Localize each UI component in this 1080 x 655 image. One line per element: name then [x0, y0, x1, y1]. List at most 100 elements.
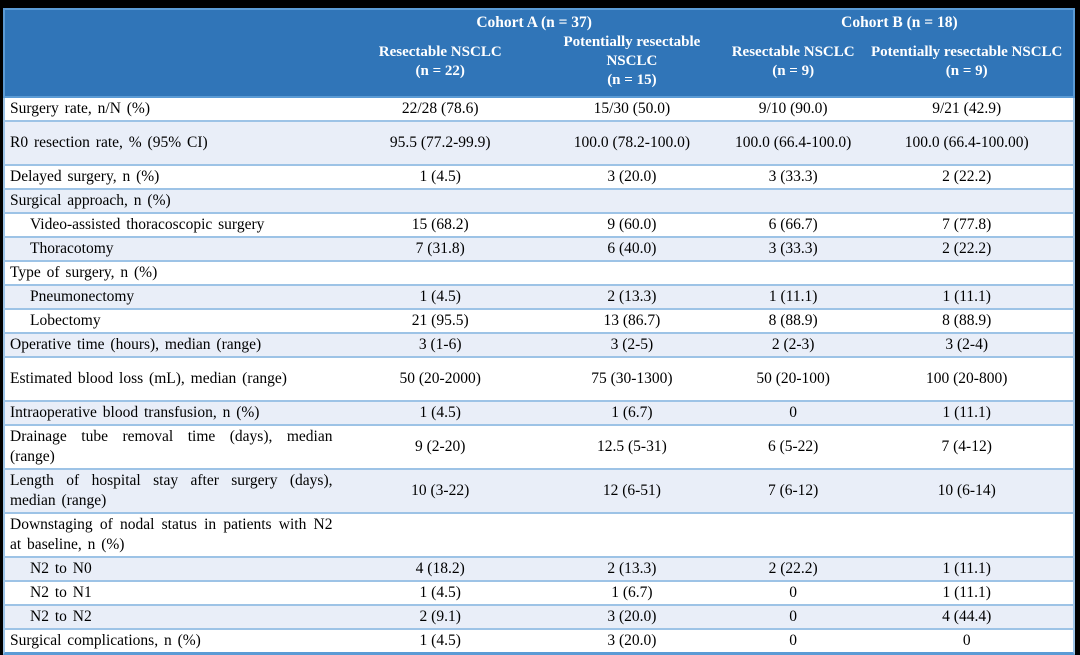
table-row: Length of hospital stay after surgery (d… — [5, 470, 1073, 514]
row-label: Lobectomy — [30, 312, 101, 329]
row-value: 6 (66.7) — [768, 216, 818, 233]
row-value: 3 (33.3) — [768, 168, 818, 185]
table-row: Type of surgery, n (%) — [5, 262, 1073, 286]
row-value: 7 (6-12) — [767, 482, 819, 499]
row-value: 9 (60.0) — [607, 216, 657, 233]
row-label: Surgical approach, n (%) — [10, 192, 171, 209]
row-value: 13 (86.7) — [603, 312, 661, 329]
row-value: 100.0 (78.2-100.0) — [573, 134, 691, 151]
row-value: 7 (4-12) — [941, 438, 992, 455]
row-value: 15 (68.2) — [411, 216, 469, 233]
row-value: 2 (2-3) — [771, 336, 815, 353]
row-value: 4 (44.4) — [942, 608, 992, 625]
surgical-outcomes-table: Cohort A (n = 37) Cohort B (n = 18) Rese… — [3, 8, 1075, 655]
row-value: 4 (18.2) — [415, 560, 465, 577]
column-n: (n = 22) — [415, 62, 465, 79]
row-value: 2 (22.2) — [768, 560, 818, 577]
row-value: 1 (11.1) — [942, 288, 991, 305]
row-label: N2 to N2 — [30, 608, 92, 625]
cohort-header-row: Cohort A (n = 37) Cohort B (n = 18) — [5, 10, 1073, 33]
row-label: Length of hospital stay after surgery (d… — [10, 472, 333, 509]
column-name: Resectable NSCLC — [731, 43, 855, 60]
row-value: 21 (95.5) — [411, 312, 469, 329]
cohort-a-header: Cohort A (n = 37) — [476, 14, 592, 31]
table-row: N2 to N2 2 (9.1) 3 (20.0) 0 4 (44.4) — [5, 606, 1073, 630]
table-row: Video-assisted thoracoscopic surgery 15 (… — [5, 214, 1073, 238]
row-value: 75 (30-1300) — [591, 370, 673, 387]
row-value: 2 (9.1) — [419, 608, 461, 625]
row-value: 10 (6-14) — [937, 482, 996, 499]
row-label: Thoracotomy — [30, 240, 114, 257]
row-value: 1 (4.5) — [419, 168, 461, 185]
row-value: 9/21 (42.9) — [932, 100, 1002, 117]
row-value: 3 (33.3) — [768, 240, 818, 257]
row-label: Estimated blood loss (mL), median (range… — [10, 370, 287, 387]
table-row: N2 to N0 4 (18.2) 2 (13.3) 2 (22.2) 1 (11.1) — [5, 558, 1073, 582]
column-header-row: Resectable NSCLC (n = 22) Potentially re… — [5, 33, 1073, 96]
row-value: 10 (3-22) — [411, 482, 470, 499]
row-value: 1 (4.5) — [419, 632, 461, 649]
row-value — [860, 534, 1073, 536]
row-label: Delayed surgery, n (%) — [10, 168, 160, 185]
column-name: Potentially resectable NSCLC — [563, 34, 701, 69]
row-value — [538, 534, 726, 536]
column-header-potentially-resectable-b: Potentially resectable NSCLC (n = 9) — [860, 43, 1073, 81]
row-value — [860, 272, 1073, 274]
row-value: 2 (13.3) — [607, 560, 657, 577]
table-body: Surgery rate, n/N (%) 22/28 (78.6) 15/30 (… — [3, 98, 1075, 655]
row-value: 1 (11.1) — [942, 404, 991, 421]
table-row: Delayed surgery, n (%) 1 (4.5) 3 (20.0) 3 (… — [5, 166, 1073, 190]
row-label: Intraoperative blood transfusion, n (%) — [10, 404, 260, 421]
row-value: 3 (20.0) — [607, 608, 657, 625]
row-value: 0 — [789, 584, 798, 601]
table-row: Estimated blood loss (mL), median (range… — [5, 358, 1073, 402]
row-value: 6 (5-22) — [767, 438, 819, 455]
row-value — [860, 200, 1073, 202]
row-value: 8 (88.9) — [942, 312, 992, 329]
row-value: 9 (2-20) — [415, 438, 466, 455]
row-value: 8 (88.9) — [768, 312, 818, 329]
row-value: 1 (4.5) — [419, 584, 461, 601]
row-value: 2 (13.3) — [607, 288, 657, 305]
column-name: Resectable NSCLC — [378, 43, 502, 60]
row-value: 3 (1-6) — [418, 336, 462, 353]
row-value — [726, 200, 861, 202]
header-spacer — [5, 13, 342, 33]
row-value: 3 (20.0) — [607, 168, 657, 185]
table-row: Pneumonectomy 1 (4.5) 2 (13.3) 1 (11.1) 1 (1… — [5, 286, 1073, 310]
row-value: 1 (6.7) — [611, 404, 653, 421]
table-row: Lobectomy 21 (95.5) 13 (86.7) 8 (88.9) 8 (88… — [5, 310, 1073, 334]
row-value: 9/10 (90.0) — [758, 100, 828, 117]
table-row: Surgery rate, n/N (%) 22/28 (78.6) 15/30 (… — [5, 98, 1073, 122]
row-value: 100.0 (66.4-100.00) — [904, 134, 1029, 151]
row-label: Video-assisted thoracoscopic surgery — [30, 216, 265, 233]
row-value: 1 (11.1) — [942, 584, 991, 601]
row-value: 1 (4.5) — [419, 404, 461, 421]
row-value: 100 (20-800) — [926, 370, 1008, 387]
row-value: 3 (20.0) — [607, 632, 657, 649]
row-label: N2 to N1 — [30, 584, 92, 601]
column-name: Potentially resectable NSCLC — [871, 43, 1063, 60]
row-value: 6 (40.0) — [607, 240, 657, 257]
column-header-resectable-a: Resectable NSCLC (n = 22) — [342, 43, 537, 81]
row-value: 15/30 (50.0) — [593, 100, 671, 117]
row-value: 12 (6-51) — [602, 482, 661, 499]
row-value — [726, 534, 861, 536]
row-value: 95.5 (77.2-99.9) — [389, 134, 491, 151]
row-value: 12.5 (5-31) — [597, 438, 667, 455]
table-row: Surgical complications, n (%) 1 (4.5) 3 (2… — [5, 630, 1073, 652]
row-value: 0 — [789, 608, 798, 625]
table-row: N2 to N1 1 (4.5) 1 (6.7) 0 1 (11.1) — [5, 582, 1073, 606]
table-row: Drainage tube removal time (days), media… — [5, 426, 1073, 470]
row-value: 100.0 (66.4-100.0) — [735, 134, 852, 151]
column-n: (n = 9) — [945, 62, 988, 79]
row-label: Drainage tube removal time (days), media… — [10, 428, 333, 465]
table-row: Downstaging of nodal status in patients … — [5, 514, 1073, 558]
row-value: 1 (4.5) — [419, 288, 461, 305]
column-header-resectable-b: Resectable NSCLC (n = 9) — [726, 43, 861, 81]
row-value: 0 — [962, 632, 971, 649]
row-value: 2 (22.2) — [942, 240, 992, 257]
row-value: 0 — [789, 632, 798, 649]
row-value: 0 — [789, 404, 798, 421]
row-value: 1 (6.7) — [611, 584, 653, 601]
